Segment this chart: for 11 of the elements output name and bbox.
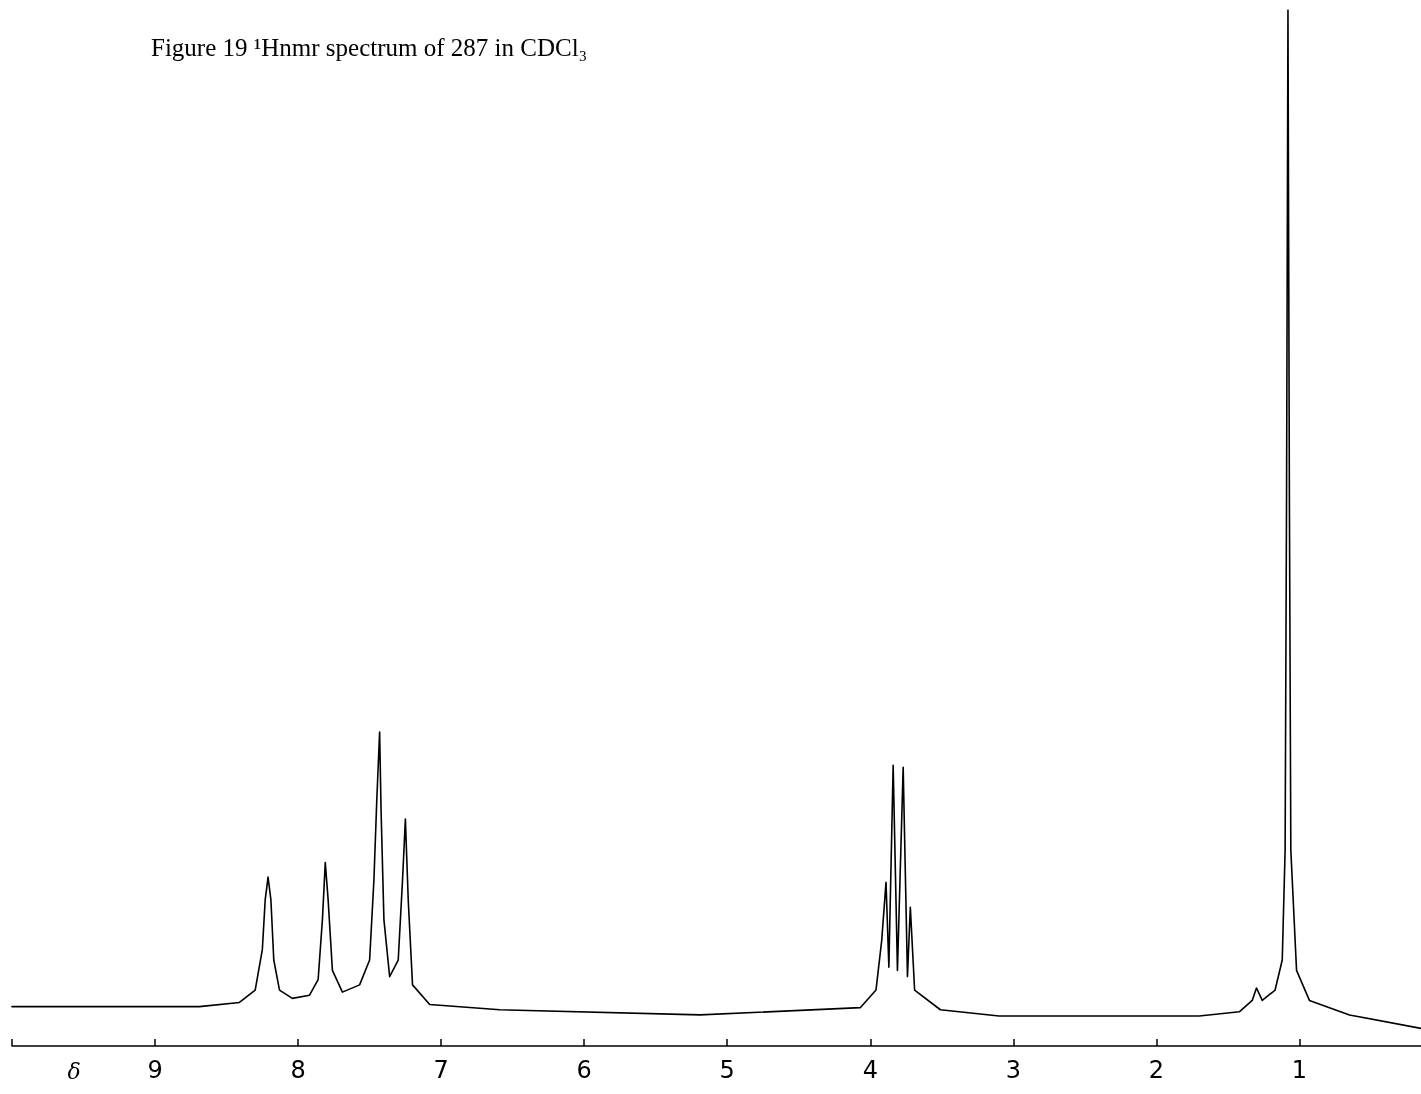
x-tick-label: 3 — [1005, 1056, 1021, 1084]
x-tick-label: 4 — [862, 1056, 878, 1084]
x-tick-label: 8 — [290, 1056, 306, 1084]
x-tick-label: 1 — [1291, 1056, 1308, 1084]
x-tick-label: 5 — [719, 1056, 735, 1084]
x-axis-title: δ — [67, 1058, 81, 1084]
text: Figure 19 ¹Hnmr spectrum of 287 in CDCl₃ — [151, 34, 588, 61]
x-tick-label: 9 — [147, 1056, 163, 1084]
x-tick-label: 6 — [576, 1056, 592, 1084]
x-tick-label: 2 — [1148, 1056, 1165, 1084]
x-tick-label: 7 — [433, 1056, 449, 1084]
